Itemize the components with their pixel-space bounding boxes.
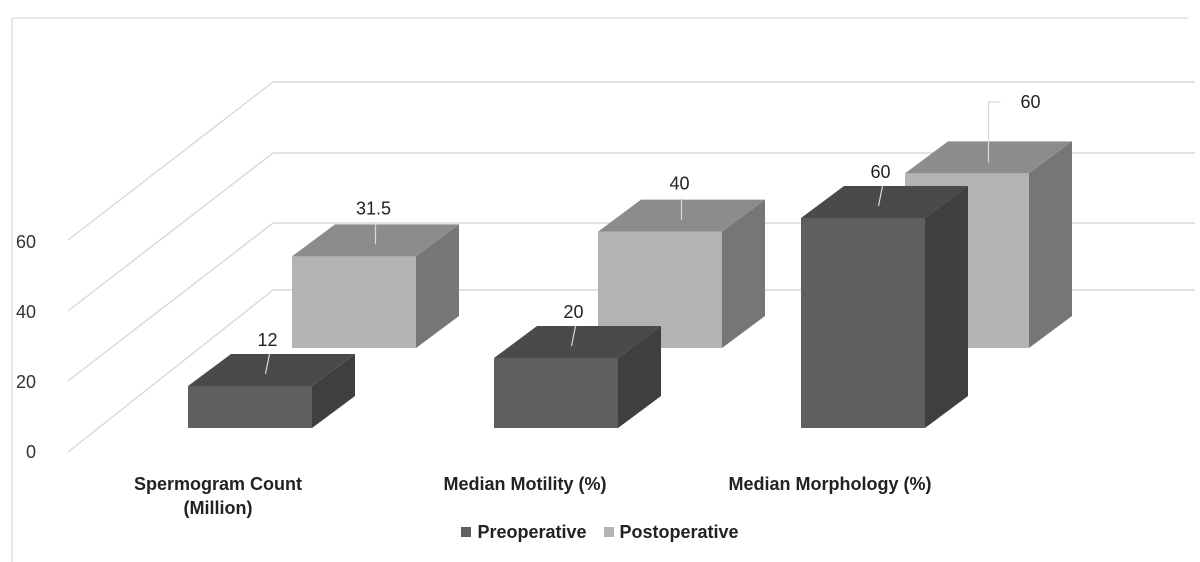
- bar-preoperative-0-top: [188, 354, 355, 386]
- category-label-morphology: Median Morphology (%): [690, 472, 970, 496]
- y-tick-label: 60: [16, 232, 36, 252]
- gridline-side-2: [67, 152, 274, 312]
- chart-border: [11, 17, 1188, 562]
- data-label-preoperative: 60: [870, 162, 890, 182]
- data-label-preoperative: 20: [563, 302, 583, 322]
- legend-label-preoperative: Preoperative: [477, 521, 587, 542]
- category-label-motility-line1: Median Motility (%): [443, 474, 607, 494]
- category-label-spermogram: Spermogram Count (Million): [88, 472, 348, 520]
- bar-preoperative-1-front: [494, 358, 618, 428]
- legend-swatch-postoperative: [603, 527, 614, 537]
- y-tick-label: 40: [16, 302, 36, 322]
- y-tick-label: 0: [26, 442, 36, 462]
- data-label-postoperative: 60: [1020, 92, 1040, 112]
- data-label-preoperative: 12: [257, 330, 277, 350]
- bar-postoperative-1-side: [722, 199, 765, 348]
- category-label-spermogram-line1: Spermogram Count: [133, 474, 302, 494]
- bar-preoperative-2-front: [801, 218, 925, 428]
- data-label-leader-pre-2: [877, 185, 884, 207]
- legend-item-preoperative: Preoperative: [461, 521, 587, 543]
- y-tick-label: 20: [16, 372, 36, 392]
- category-label-spermogram-line2: (Million): [183, 498, 253, 518]
- bar-preoperative-2-top: [801, 186, 968, 218]
- legend-label-postoperative: Postoperative: [619, 521, 739, 542]
- category-label-morphology-line1: Median Morphology (%): [728, 474, 932, 494]
- data-label-leader-pre-0: [264, 353, 271, 375]
- data-label-leader-post-2: [987, 101, 1001, 163]
- legend: Preoperative Postoperative: [0, 521, 1200, 543]
- data-label-postoperative: 40: [669, 174, 689, 194]
- bar-postoperative-0-front: [292, 256, 416, 348]
- bar-postoperative-0-side: [416, 224, 459, 348]
- legend-item-postoperative: Postoperative: [603, 521, 739, 543]
- legend-swatch-preoperative: [461, 527, 472, 537]
- data-label-leader-pre-1: [570, 325, 577, 347]
- bar-preoperative-0-side: [312, 354, 355, 428]
- category-label-motility: Median Motility (%): [405, 472, 645, 496]
- gridline-side-3: [67, 81, 274, 241]
- bar-preoperative-1-top: [494, 326, 661, 358]
- bar-preoperative-2-side: [925, 186, 968, 428]
- data-label-postoperative: 31.5: [356, 198, 391, 218]
- bar-postoperative-2-side: [1029, 141, 1072, 348]
- gridline-side-0: [67, 289, 274, 453]
- bar-preoperative-1-side: [618, 326, 661, 428]
- gridline-side-1: [67, 222, 274, 382]
- bar-preoperative-0-front: [188, 386, 312, 428]
